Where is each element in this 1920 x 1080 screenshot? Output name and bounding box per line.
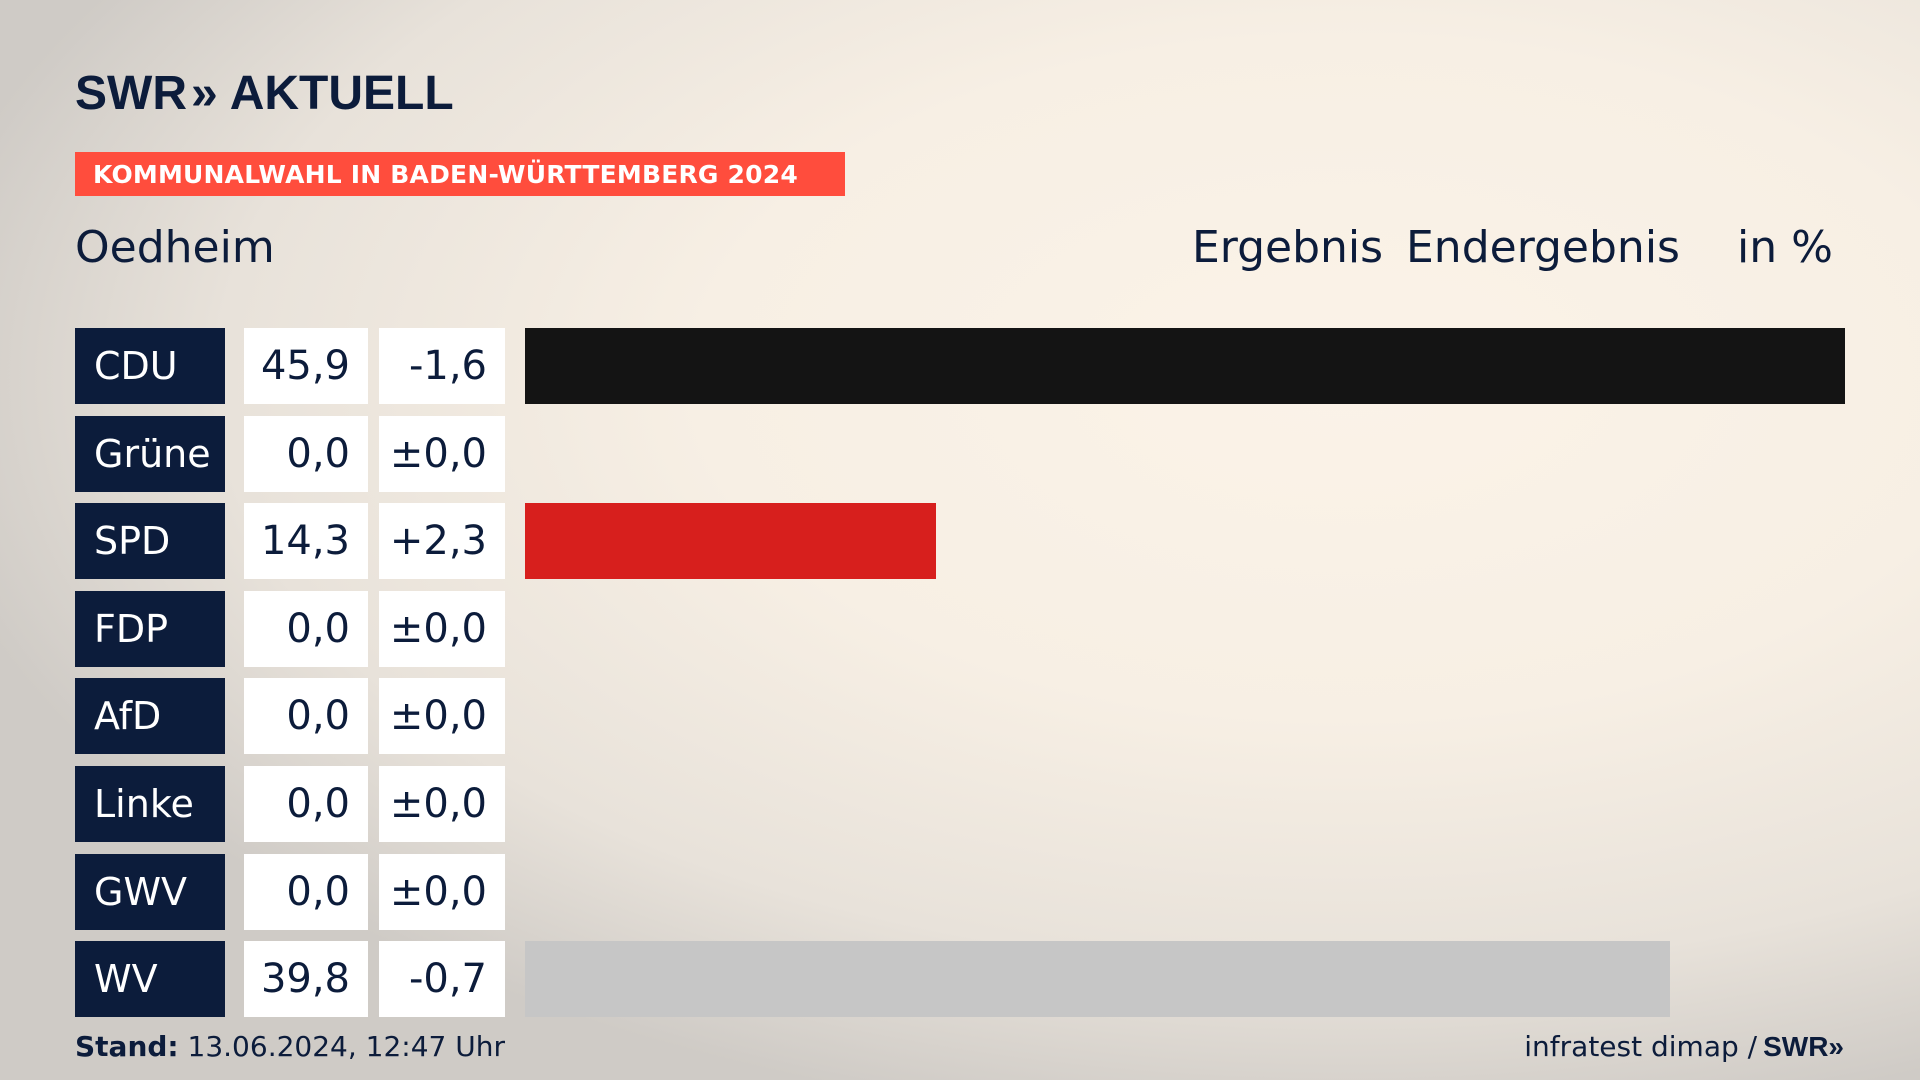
result-row: FDP 0,0 ±0,0: [0, 590, 1920, 667]
logo-product: AKTUELL: [229, 66, 454, 120]
party-label: GWV: [75, 853, 225, 930]
result-value: 14,3: [244, 503, 368, 580]
result-diff: +2,3: [379, 503, 505, 580]
result-bar: [525, 503, 937, 580]
place-title: Oedheim: [75, 222, 275, 273]
result-value: 0,0: [244, 415, 368, 492]
result-bar: [525, 328, 1845, 404]
header-result: Ergebnis: [1192, 222, 1384, 273]
result-diff: ±0,0: [379, 415, 505, 492]
result-value: 0,0: [244, 678, 368, 755]
source-credit: infratest dimap / SWR»: [1524, 1030, 1844, 1063]
source-brand-name: SWR: [1763, 1030, 1829, 1062]
double-chevron-icon: »: [190, 66, 218, 120]
stand-label: Stand:: [75, 1030, 179, 1063]
result-bar: [525, 941, 1670, 1018]
stand-value: 13.06.2024, 12:47 Uhr: [187, 1030, 505, 1063]
result-row: Grüne 0,0 ±0,0: [0, 415, 1920, 492]
header-final: Endergebnis: [1406, 222, 1680, 273]
result-row: SPD 14,3 +2,3: [0, 503, 1920, 580]
result-row: AfD 0,0 ±0,0: [0, 678, 1920, 755]
result-value: 45,9: [244, 328, 368, 404]
result-diff: ±0,0: [379, 590, 505, 667]
party-label: AfD: [75, 678, 225, 755]
result-diff: ±0,0: [379, 853, 505, 930]
header-unit: in %: [1737, 222, 1833, 273]
party-label: Grüne: [75, 415, 225, 492]
result-diff: -1,6: [379, 328, 505, 404]
party-label: Linke: [75, 766, 225, 842]
result-value: 0,0: [244, 766, 368, 842]
result-diff: ±0,0: [379, 678, 505, 755]
timestamp: Stand: 13.06.2024, 12:47 Uhr: [75, 1030, 505, 1063]
result-row: GWV 0,0 ±0,0: [0, 853, 1920, 930]
double-chevron-icon: »: [1828, 1030, 1844, 1062]
result-row: WV 39,8 -0,7: [0, 941, 1920, 1018]
party-label: SPD: [75, 503, 225, 580]
source-brand: SWR»: [1763, 1031, 1844, 1063]
result-value: 0,0: [244, 853, 368, 930]
result-diff: -0,7: [379, 941, 505, 1018]
election-banner: KOMMUNALWAHL IN BADEN-WÜRTTEMBERG 2024: [75, 152, 845, 196]
result-value: 39,8: [244, 941, 368, 1018]
source-text: infratest dimap /: [1524, 1030, 1758, 1063]
party-label: CDU: [75, 328, 225, 404]
result-diff: ±0,0: [379, 766, 505, 842]
result-row: Linke 0,0 ±0,0: [0, 766, 1920, 842]
logo-brand: SWR: [75, 66, 187, 120]
party-label: WV: [75, 941, 225, 1018]
result-value: 0,0: [244, 590, 368, 667]
swr-aktuell-logo: SWR » AKTUELL: [75, 66, 454, 120]
result-row: CDU 45,9 -1,6: [0, 328, 1920, 404]
party-label: FDP: [75, 590, 225, 667]
